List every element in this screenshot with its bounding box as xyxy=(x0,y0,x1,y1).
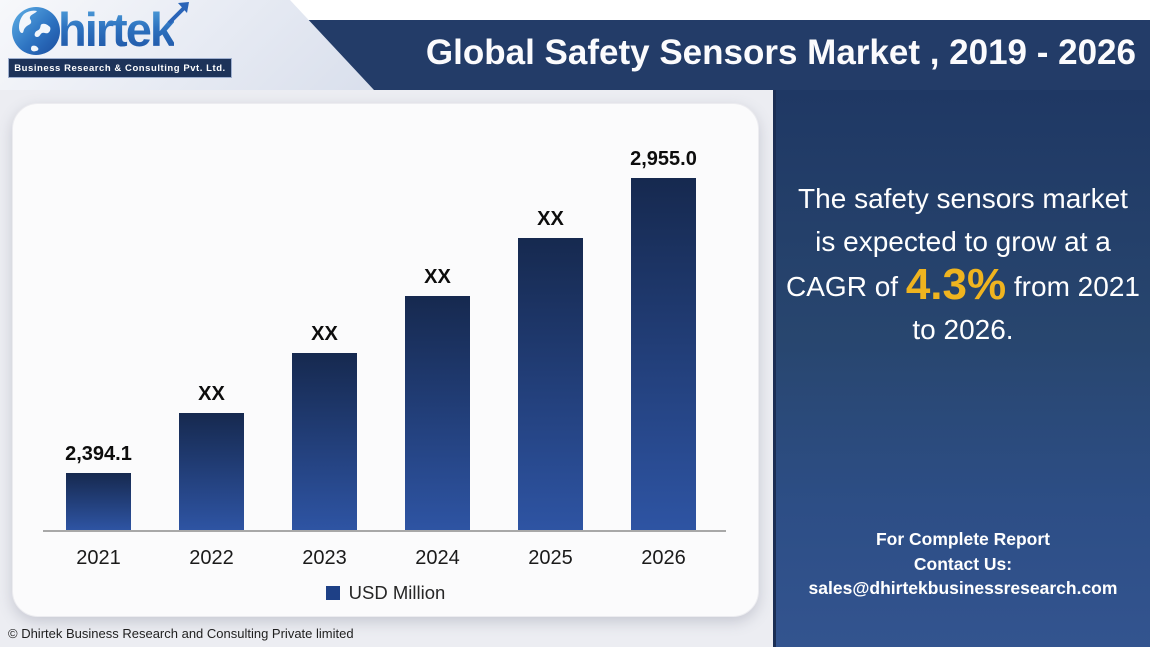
bar-value-label-2023: XX xyxy=(311,323,338,345)
x-tick-label-2025: 2025 xyxy=(528,547,573,569)
bar-value-label-2024: XX xyxy=(424,266,451,288)
title-banner: Global Safety Sensors Market , 2019 - 20… xyxy=(225,20,1150,90)
contact-line-2: Contact Us: xyxy=(913,553,1013,574)
bar-value-label-2022: XX xyxy=(198,383,225,405)
brand-tagline: Business Research & Consulting Pvt. Ltd. xyxy=(14,62,226,74)
brand-logo: hirtek xyxy=(8,2,192,58)
bar-2023 xyxy=(292,353,357,530)
chart-legend: USD Million xyxy=(13,582,758,604)
x-axis-line xyxy=(43,530,726,532)
cagr-value: 4.3% xyxy=(905,260,1007,310)
copyright-text: © Dhirtek Business Research and Consulti… xyxy=(8,626,354,641)
summary-text: The safety sensors market is expected to… xyxy=(785,178,1141,351)
x-tick-label-2024: 2024 xyxy=(415,547,460,569)
plot-area: USD Million 2,394.1 2021 XX 2022 XX 2023 XX 202… xyxy=(13,104,758,616)
bar-value-label-2026: 2,955.0 xyxy=(630,148,697,170)
bar-2024 xyxy=(405,296,470,530)
bar-2021 xyxy=(66,473,131,530)
summary-after: from 2021 to 2026. xyxy=(912,271,1140,345)
chart-card: USD Million 2,394.1 2021 XX 2022 XX 2023 XX 202… xyxy=(12,103,759,617)
contact-block: For Complete Report Contact Us: sales@dh… xyxy=(776,527,1150,601)
summary-before: The safety sensors market is expected to… xyxy=(786,183,1128,303)
bar-value-label-2025: XX xyxy=(537,208,564,230)
page-title: Global Safety Sensors Market , 2019 - 20… xyxy=(425,33,1136,72)
bar-2022 xyxy=(179,413,244,530)
x-tick-label-2022: 2022 xyxy=(189,547,234,569)
bar-value-label-2021: 2,394.1 xyxy=(65,443,132,465)
bar-2026 xyxy=(631,178,696,530)
x-tick-label-2021: 2021 xyxy=(76,547,121,569)
brand-tagline-band: Business Research & Consulting Pvt. Ltd. xyxy=(8,58,232,78)
contact-line-1: For Complete Report xyxy=(875,529,1051,549)
brand-wordmark: hirtek xyxy=(58,3,176,56)
growth-arrow-icon xyxy=(167,2,189,25)
x-tick-label-2026: 2026 xyxy=(641,547,686,569)
x-tick-label-2023: 2023 xyxy=(302,547,347,569)
bar-2025 xyxy=(518,238,583,530)
contact-email: sales@dhirtekbusinessresearch.com xyxy=(808,578,1118,598)
summary-panel: The safety sensors market is expected to… xyxy=(773,90,1150,647)
legend-label: USD Million xyxy=(348,582,446,603)
globe-d-icon xyxy=(12,7,60,55)
legend-swatch-icon xyxy=(325,586,340,600)
